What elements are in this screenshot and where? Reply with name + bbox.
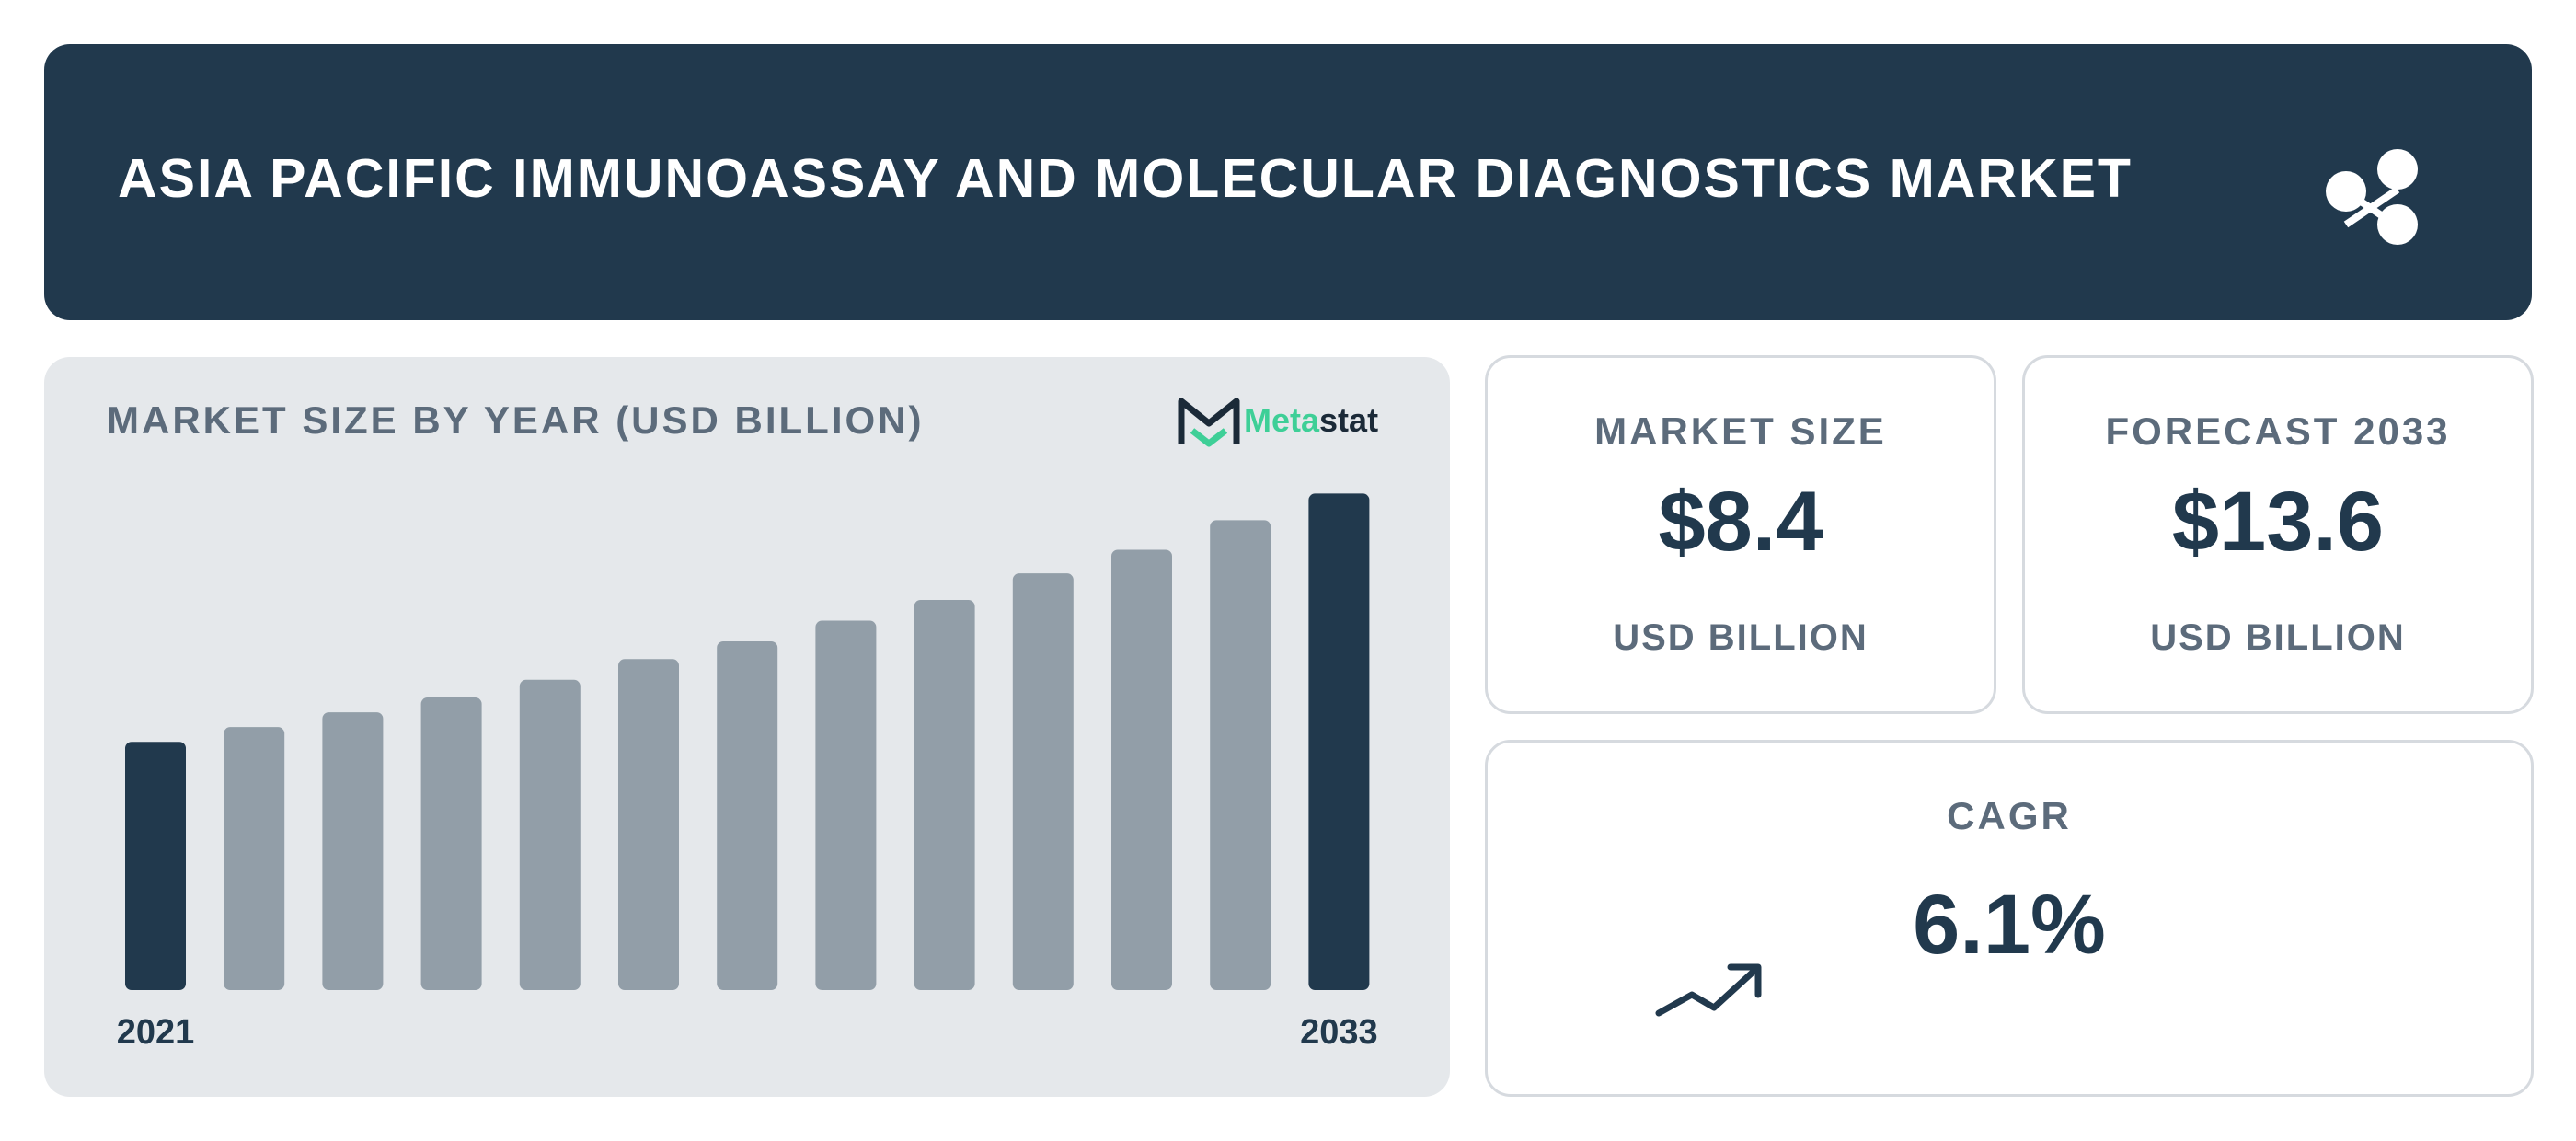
forecast-card: FORECAST 2033 $13.6 USD BILLION xyxy=(2022,355,2534,714)
bar-2025 xyxy=(519,679,581,990)
bar-2024 xyxy=(420,697,482,990)
bar-2033 xyxy=(1308,493,1370,990)
forecast-value: $13.6 xyxy=(2171,475,2385,569)
header-banner: ASIA PACIFIC IMMUNOASSAY AND MOLECULAR D… xyxy=(44,44,2532,320)
market-size-card: MARKET SIZE $8.4 USD BILLION xyxy=(1485,355,1996,714)
cagr-value: 6.1% xyxy=(1913,878,2106,972)
market-size-value: $8.4 xyxy=(1658,475,1823,569)
trend-up-icon xyxy=(1655,963,1762,1017)
forecast-label: FORECAST 2033 xyxy=(2105,409,2451,453)
x-tick-label: 2033 xyxy=(1300,1013,1378,1052)
bar-2021 xyxy=(125,742,186,990)
brand-name-part2: stat xyxy=(1319,401,1379,439)
chart-panel: 2021 2033 MARKET SIZE BY YEAR (USD BILLIO… xyxy=(44,357,1450,1097)
bar-2029 xyxy=(914,600,975,990)
brand-name: Metastat xyxy=(1244,401,1378,440)
bar-2032 xyxy=(1210,520,1271,990)
cagr-label: CAGR xyxy=(1947,794,2072,837)
metastat-logo-icon xyxy=(1178,398,1240,447)
x-tick-label: 2021 xyxy=(117,1013,195,1052)
bar-2027 xyxy=(717,641,778,990)
bar-2026 xyxy=(618,659,679,990)
bar-2023 xyxy=(322,712,384,990)
bar-2028 xyxy=(815,620,877,990)
market-size-label: MARKET SIZE xyxy=(1594,409,1887,453)
cagr-card: CAGR 6.1% xyxy=(1485,740,2534,1097)
chart-title: MARKET SIZE BY YEAR (USD BILLION) xyxy=(107,398,925,442)
page-title: ASIA PACIFIC IMMUNOASSAY AND MOLECULAR D… xyxy=(118,148,2133,209)
bar-chart: 2021 2033 xyxy=(117,493,1378,1052)
market-size-unit: USD BILLION xyxy=(1613,617,1869,658)
bar-2031 xyxy=(1111,549,1172,990)
bar-2030 xyxy=(1012,573,1074,990)
share-icon[interactable] xyxy=(2271,125,2455,254)
brand-name-part1: Meta xyxy=(1244,401,1320,439)
bar-2022 xyxy=(224,727,285,990)
forecast-unit: USD BILLION xyxy=(2150,617,2406,658)
